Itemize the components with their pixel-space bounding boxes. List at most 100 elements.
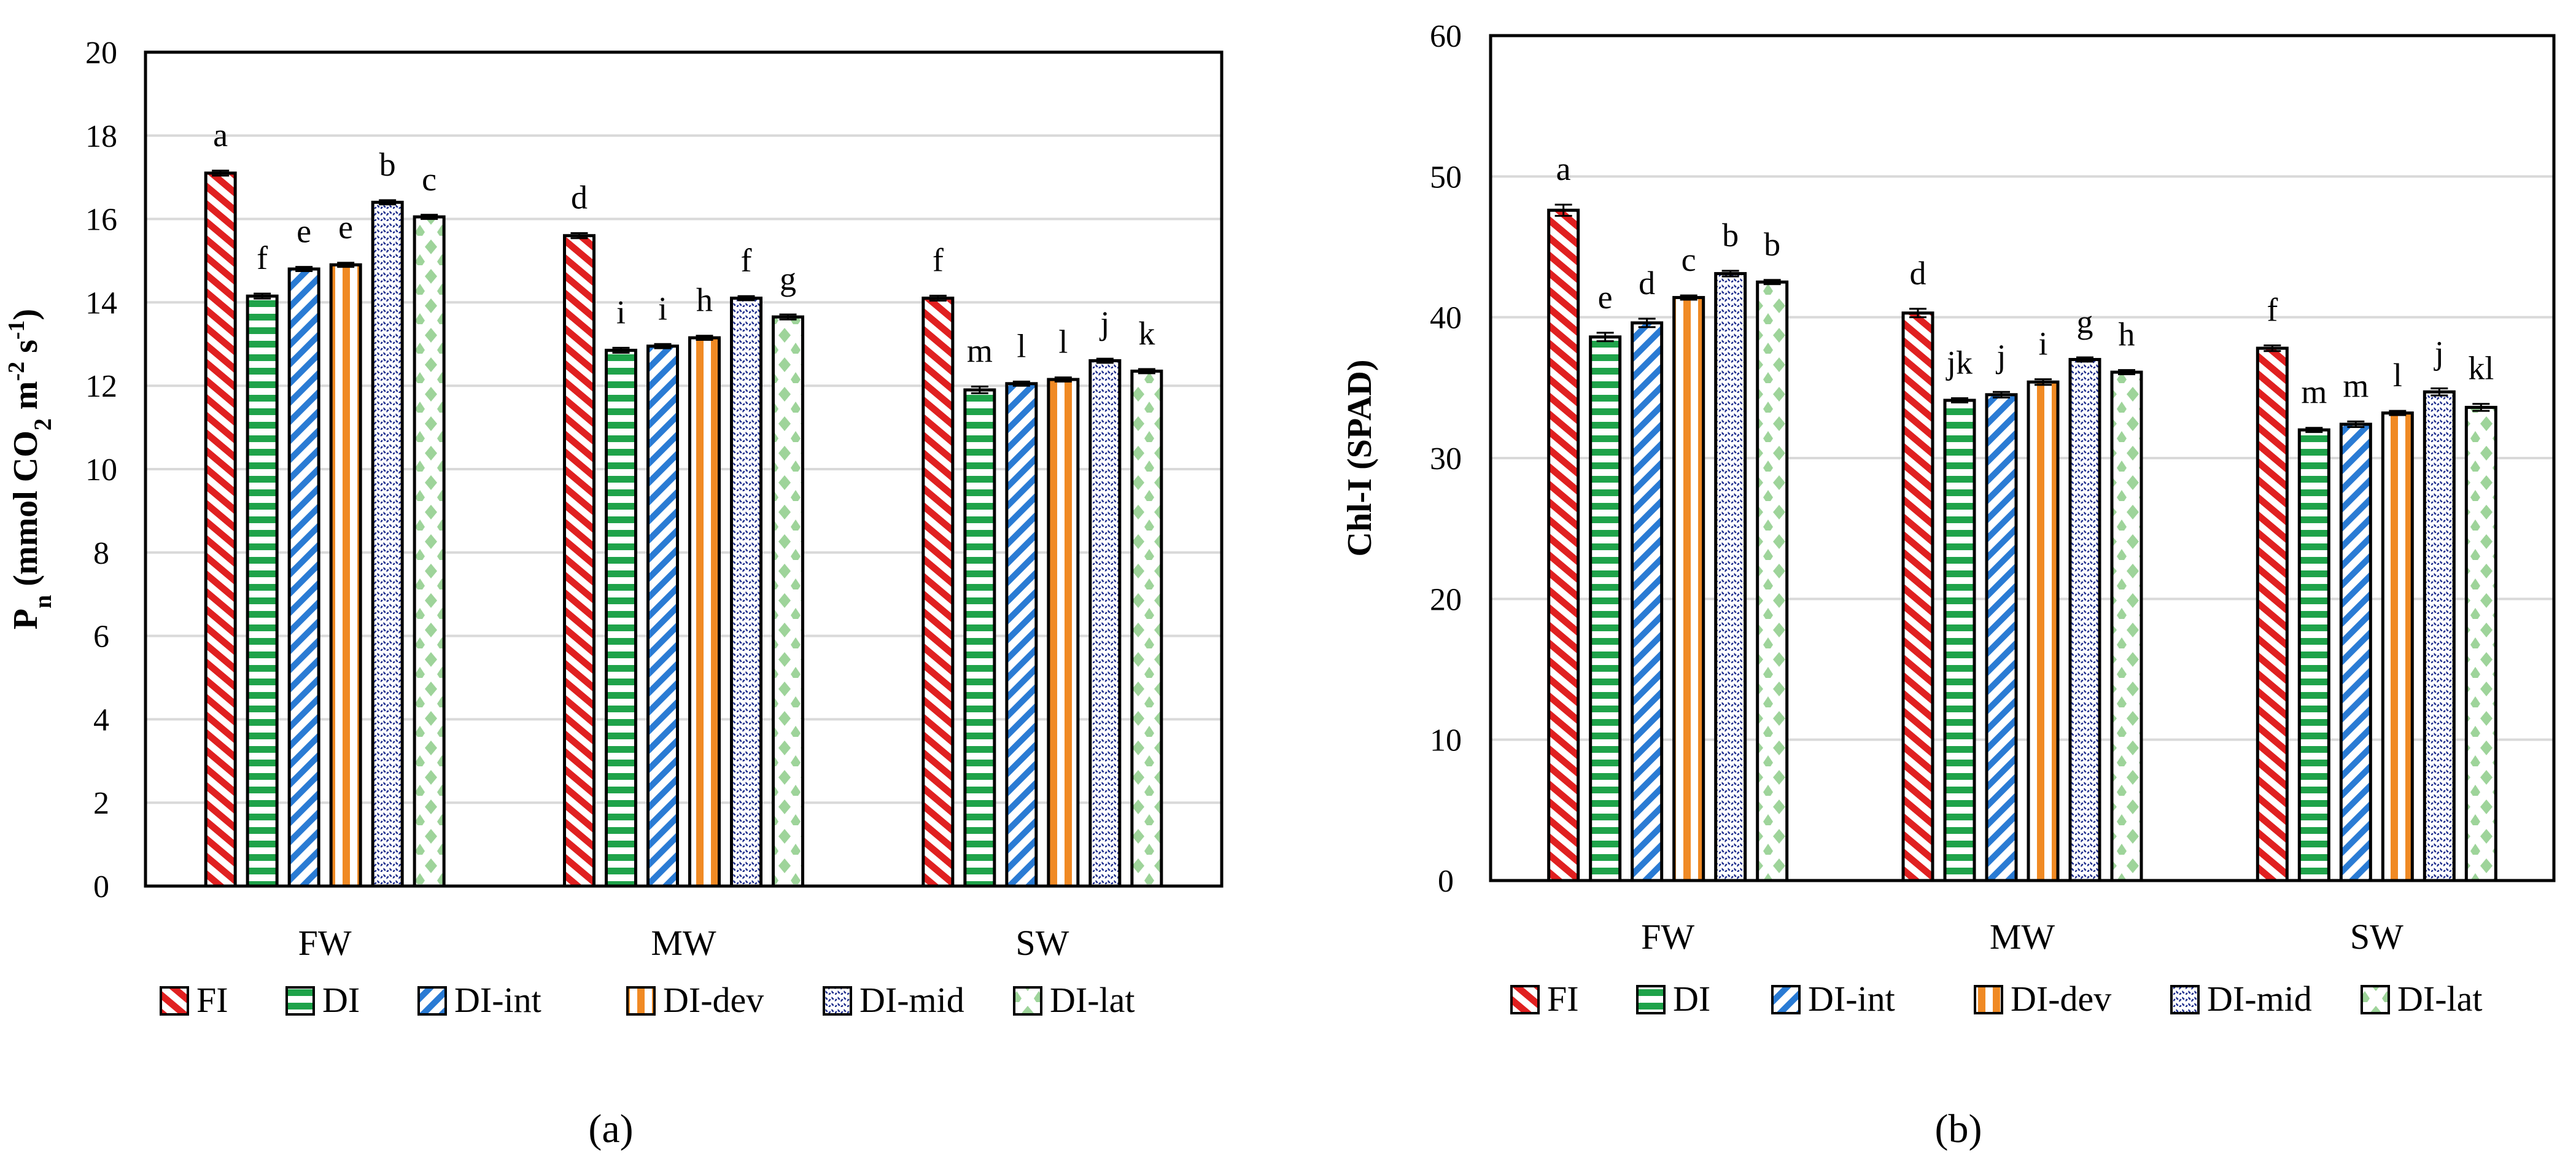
y-tick-label: 0 (93, 869, 109, 904)
significance-letter: c (1682, 241, 1696, 278)
legend-label-di-mid: DI-mid (859, 980, 964, 1020)
significance-letter: a (213, 117, 228, 154)
y-axis-label-part: ) (7, 309, 45, 321)
legend-swatch-di (285, 986, 315, 1016)
bar-fw-di-mid (1714, 272, 1747, 882)
x-category-label: MW (1990, 917, 2055, 957)
significance-letter: h (2119, 316, 2135, 353)
bar-mw-di (605, 348, 637, 888)
significance-letter: e (297, 213, 311, 250)
bar-sw-di-int (2339, 422, 2372, 882)
y-tick-label: 40 (1430, 301, 1462, 336)
y-tick-label: 10 (85, 453, 117, 488)
significance-letter: j (1995, 338, 2006, 375)
legend-label-di-mid: DI-mid (2207, 979, 2312, 1019)
bar-mw-di-int (1985, 393, 2018, 882)
bar-fw-fi (1547, 208, 1580, 882)
bar-sw-di-lat (1130, 369, 1163, 888)
y-tick-label: 0 (1438, 864, 1454, 899)
significance-letter: i (2038, 325, 2047, 362)
panel-label: (a) (588, 1107, 633, 1151)
bar-fw-di (246, 294, 279, 888)
y-axis-label-part: s (7, 340, 45, 362)
bar-sw-di-mid (1088, 359, 1122, 888)
y-axis-label: Pn (mmol CO2 m-2 s-1) (4, 309, 56, 629)
x-category-label: FW (1641, 917, 1694, 957)
legend-swatch-di-int (1771, 985, 1801, 1014)
legend-label-di-dev: DI-dev (2011, 979, 2111, 1019)
y-axis-label-part: 2 (29, 418, 56, 430)
significance-letter: h (696, 282, 713, 319)
legend-swatch-di-mid (823, 986, 852, 1016)
bar-mw-fi (563, 234, 596, 888)
bar-sw-di-lat (2464, 405, 2497, 882)
x-category-label: SW (2350, 917, 2403, 957)
legend-swatch-di-int (417, 986, 447, 1016)
y-tick-label: 50 (1430, 160, 1462, 195)
x-category-label: MW (651, 923, 716, 963)
y-tick-label: 20 (1430, 582, 1462, 617)
bar-fw-di-int (1631, 321, 1664, 882)
significance-letter: f (257, 239, 268, 276)
significance-letter: l (2393, 357, 2402, 394)
significance-letter: j (2434, 334, 2444, 371)
significance-letter: e (1598, 279, 1613, 316)
bar-mw-di-int (646, 344, 679, 888)
bar-mw-di-lat (2110, 370, 2143, 882)
significance-letter: j (1099, 305, 1109, 341)
bar-sw-di-mid (2423, 390, 2456, 882)
y-axis-label: Chl-I (SPAD) (1341, 360, 1379, 557)
significance-letter: l (1017, 327, 1026, 364)
significance-letter: d (1639, 265, 1655, 301)
bar-mw-di-dev (2027, 380, 2060, 882)
bar-fw-di-lat (413, 215, 446, 888)
significance-letter: m (2343, 367, 2368, 404)
bar-fw-di-mid (371, 200, 404, 888)
significance-letter: c (422, 161, 436, 198)
y-tick-label: 6 (93, 620, 109, 655)
plot-area (1489, 34, 2556, 882)
y-axis-label-part: -2 (4, 362, 29, 381)
bar-sw-fi (2256, 346, 2289, 882)
bar-fw-di-int (287, 267, 320, 888)
y-axis-label-part: n (29, 595, 56, 609)
x-category-label: SW (1015, 923, 1069, 963)
y-tick-label: 30 (1430, 441, 1462, 476)
bar-sw-fi (921, 297, 955, 888)
legend-swatch-di-lat (1013, 986, 1042, 1016)
y-tick-label: 12 (85, 369, 117, 404)
y-tick-label: 60 (1430, 19, 1462, 54)
legend-label-di-dev: DI-dev (663, 980, 764, 1020)
bar-sw-di (963, 388, 996, 888)
significance-letter: i (616, 294, 626, 330)
plot-area (144, 50, 1224, 888)
y-tick-label: 18 (85, 119, 117, 154)
bar-mw-di-lat (772, 315, 804, 888)
bar-sw-di (2297, 428, 2330, 882)
legend-label-di-int: DI-int (1808, 979, 1895, 1019)
significance-letter: e (338, 209, 353, 246)
significance-letter: g (780, 260, 796, 297)
y-tick-label: 10 (1430, 723, 1462, 758)
significance-letter: m (967, 333, 993, 370)
y-tick-label: 16 (85, 203, 117, 238)
legend-label-di-int: DI-int (454, 980, 541, 1020)
bar-fw-di-dev (329, 263, 362, 888)
significance-letter: b (1722, 217, 1739, 254)
significance-letter: kl (2468, 350, 2494, 387)
y-axis-label-part: -1 (4, 320, 29, 340)
legend-label-fi: FI (196, 980, 228, 1020)
legend-label-di: DI (322, 980, 360, 1020)
significance-letter: i (658, 290, 667, 327)
x-category-label: FW (298, 923, 352, 963)
significance-letter: b (379, 146, 396, 183)
y-tick-label: 14 (85, 286, 117, 321)
y-axis-label-part: P (7, 609, 45, 629)
bar-sw-di-dev (2381, 411, 2414, 882)
bar-fw-di-dev (1672, 296, 1705, 882)
significance-letter: jk (1946, 344, 1973, 381)
bar-fw-fi (204, 171, 237, 888)
significance-letter: b (1764, 226, 1780, 263)
